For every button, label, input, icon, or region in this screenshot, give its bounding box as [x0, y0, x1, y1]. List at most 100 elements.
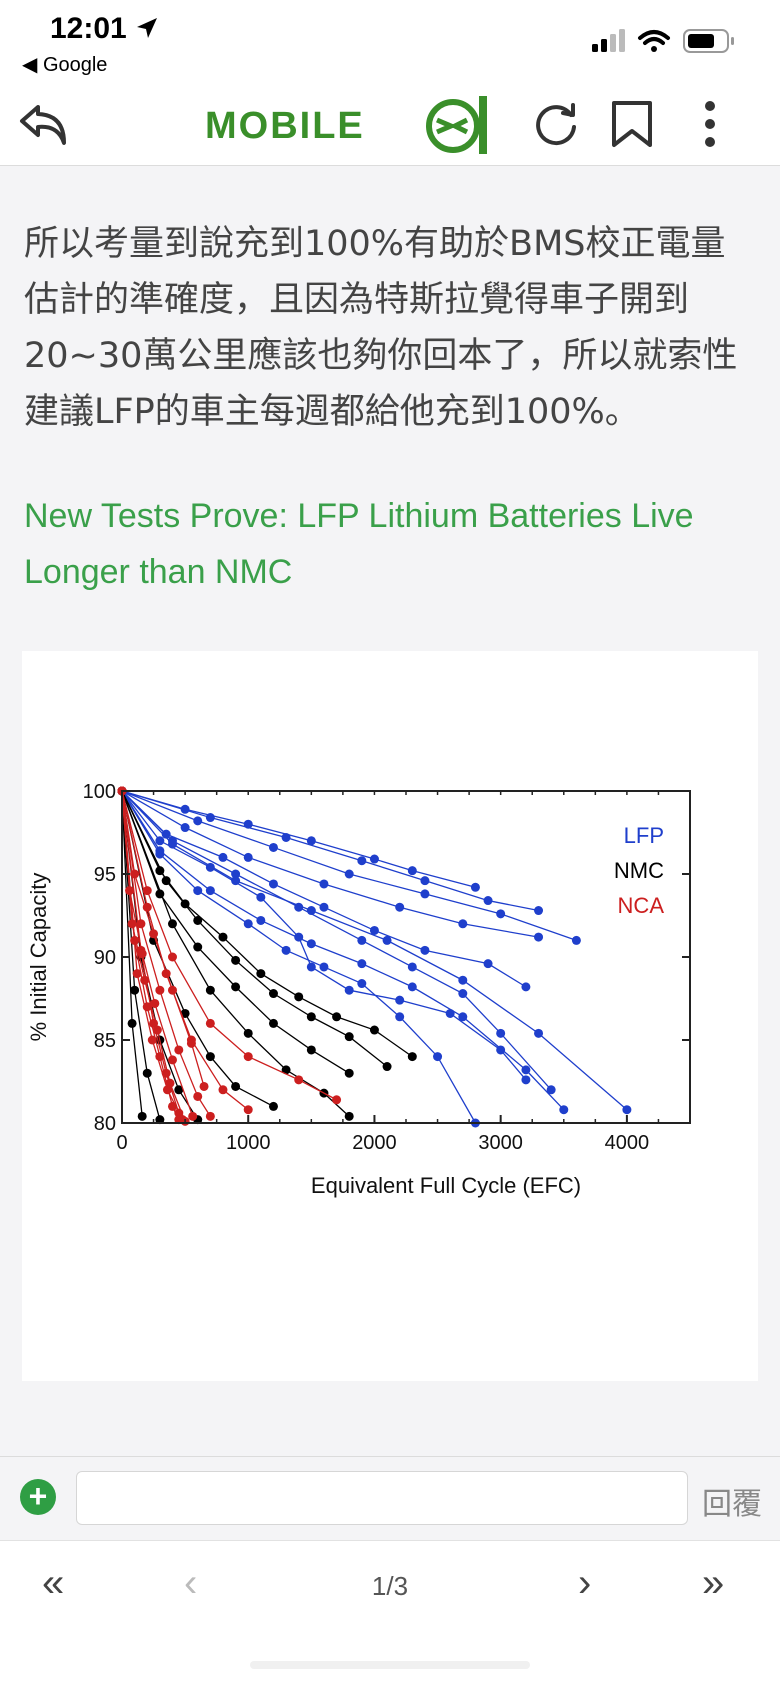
- lfp-data-point: [268, 879, 278, 889]
- bookmark-button[interactable]: [602, 94, 662, 154]
- y-tick-label: 85: [94, 1030, 116, 1052]
- reply-bar: + 回覆: [0, 1456, 780, 1540]
- prev-page-button[interactable]: ‹: [184, 1561, 198, 1605]
- nca-data-point: [199, 1081, 209, 1091]
- lfp-data-point: [268, 842, 278, 852]
- nca-data-point: [188, 1111, 198, 1121]
- lfp-series-line: [121, 790, 565, 1111]
- lfp-data-point: [218, 852, 228, 862]
- nca-series-line: [121, 790, 205, 1087]
- lfp-data-point: [205, 886, 215, 896]
- lfp-data-point: [180, 804, 190, 814]
- nca-data-point: [149, 929, 159, 939]
- nca-data-point: [130, 869, 140, 879]
- nmc-data-point: [344, 1111, 354, 1121]
- lfp-data-point: [243, 852, 253, 862]
- lfp-data-point: [344, 985, 354, 995]
- lfp-data-point: [231, 869, 241, 879]
- lfp-data-point: [458, 1012, 468, 1022]
- lfp-data-point: [205, 813, 215, 823]
- mobile01-logo[interactable]: MOBILE: [205, 92, 505, 158]
- nmc-data-point: [231, 955, 241, 965]
- lfp-series-line: [121, 790, 527, 988]
- x-tick-label: 2000: [352, 1132, 397, 1154]
- lfp-data-point: [281, 945, 291, 955]
- next-page-button[interactable]: ›: [578, 1561, 592, 1605]
- lfp-data-point: [205, 862, 215, 872]
- nmc-data-point: [167, 919, 177, 929]
- nca-data-point: [205, 1111, 215, 1121]
- lfp-data-point: [395, 1012, 405, 1022]
- nmc-data-point: [344, 1068, 354, 1078]
- lfp-data-point: [496, 909, 506, 919]
- lfp-data-point: [369, 925, 379, 935]
- nmc-data-point: [306, 1012, 316, 1022]
- nmc-data-point: [294, 992, 304, 1002]
- nmc-data-point: [193, 942, 203, 952]
- lfp-data-point: [357, 959, 367, 969]
- nca-data-point: [140, 975, 150, 985]
- lfp-data-point: [445, 1008, 455, 1018]
- nmc-data-point: [218, 932, 228, 942]
- nca-data-point: [218, 1085, 228, 1095]
- pagination-bar: « ‹ 1/3 › »: [0, 1540, 780, 1688]
- nmc-data-point: [174, 1085, 184, 1095]
- back-to-google-link[interactable]: ◀ Google: [22, 54, 108, 76]
- lfp-data-point: [559, 1105, 569, 1115]
- refresh-icon: [536, 103, 576, 146]
- lfp-data-point: [395, 902, 405, 912]
- add-attachment-button[interactable]: +: [20, 1479, 56, 1515]
- lfp-data-point: [470, 882, 480, 892]
- location-arrow-icon: [137, 18, 158, 38]
- lfp-data-point: [357, 856, 367, 866]
- x-tick-label: 3000: [478, 1132, 523, 1154]
- chart-image[interactable]: 0 1000 2000 3000 4000 80 85 90 95 100 Equivalent F…: [22, 651, 758, 1381]
- nmc-data-point: [306, 1045, 316, 1055]
- nca-data-point: [167, 1055, 177, 1065]
- lfp-series-line: [121, 790, 527, 1081]
- lfp-data-point: [256, 915, 266, 925]
- post-body-text: 所以考量到說充到100%有助於BMS校正電量估計的準確度，且因為特斯拉覺得車子開…: [24, 224, 738, 432]
- status-icons: [592, 26, 742, 56]
- lfp-data-point: [458, 919, 468, 929]
- bookmark-icon: [612, 101, 652, 147]
- wifi-icon: [638, 30, 670, 52]
- reply-input[interactable]: [76, 1471, 688, 1525]
- back-reply-button[interactable]: [14, 94, 74, 154]
- lfp-data-point: [319, 902, 329, 912]
- lfp-data-point: [243, 919, 253, 929]
- nmc-data-point: [268, 989, 278, 999]
- post-content: 所以考量到說充到100%有助於BMS校正電量估計的準確度，且因為特斯拉覺得車子開…: [0, 166, 780, 1456]
- nmc-data-point: [332, 1012, 342, 1022]
- lfp-data-point: [319, 962, 329, 972]
- first-page-button[interactable]: «: [42, 1561, 65, 1605]
- lfp-data-point: [395, 995, 405, 1005]
- lfp-data-point: [496, 1028, 506, 1038]
- lfp-data-point: [161, 829, 171, 839]
- lfp-data-point: [382, 935, 392, 945]
- nmc-data-point: [281, 1065, 291, 1075]
- lfp-data-point: [458, 975, 468, 985]
- lfp-data-point: [180, 823, 190, 833]
- lfp-data-point: [521, 1075, 531, 1085]
- refresh-button[interactable]: [526, 94, 586, 154]
- nca-data-point: [205, 1018, 215, 1028]
- article-link[interactable]: New Tests Prove: LFP Lithium Batteries L…: [24, 497, 694, 591]
- lfp-data-point: [306, 962, 316, 972]
- lfp-data-point: [534, 932, 544, 942]
- logo-badge-icon: [426, 96, 487, 154]
- lfp-data-point: [521, 1065, 531, 1075]
- lfp-data-point: [294, 932, 304, 942]
- x-tick-label: 4000: [605, 1132, 650, 1154]
- last-page-button[interactable]: »: [702, 1561, 725, 1605]
- more-menu-button[interactable]: [680, 94, 740, 154]
- y-axis-label: % Initial Capacity: [26, 873, 51, 1042]
- y-tick-label: 90: [94, 947, 116, 969]
- nca-data-point: [150, 998, 160, 1008]
- x-axis-label: Equivalent Full Cycle (EFC): [311, 1173, 581, 1198]
- reply-arrow-icon: [20, 105, 66, 145]
- nca-data-point: [127, 919, 137, 929]
- nca-data-point: [243, 1052, 253, 1062]
- reply-submit-button[interactable]: 回覆: [702, 1488, 762, 1521]
- nca-data-point: [167, 952, 177, 962]
